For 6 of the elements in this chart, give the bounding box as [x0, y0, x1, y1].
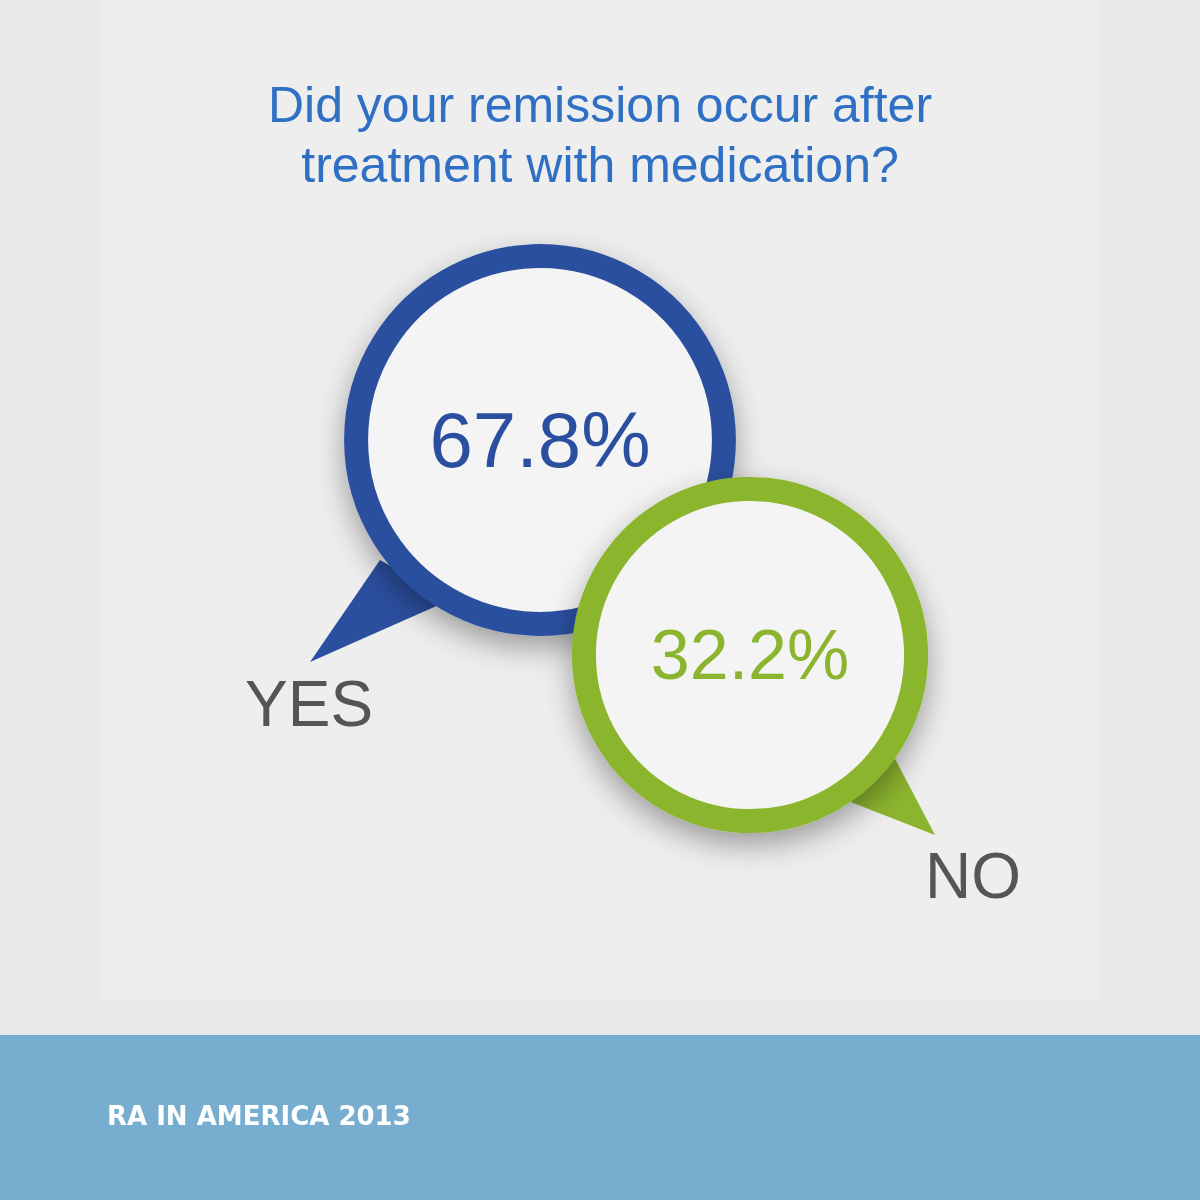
text: RA IN AMERICA 2013: [107, 1101, 411, 1131]
category-label: NO: [925, 840, 1021, 912]
data-label: 67.8%: [429, 396, 651, 484]
data-label: 32.2%: [650, 616, 850, 694]
category-label: YES: [245, 668, 374, 740]
text: Did your remission occur after treatment with medication?: [267, 77, 933, 193]
